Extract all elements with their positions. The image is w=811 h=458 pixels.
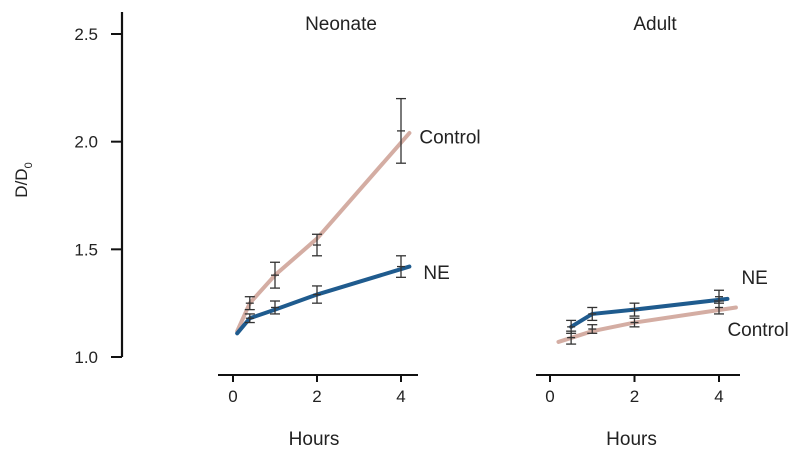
panel-title: Neonate xyxy=(305,14,377,35)
x-tick-label: 2 xyxy=(630,387,639,406)
series-control: Control xyxy=(556,300,789,345)
y-tick-label: 2.5 xyxy=(74,25,98,44)
series-label: NE xyxy=(423,263,449,284)
error-bar xyxy=(587,324,598,334)
x-tick-label: 0 xyxy=(228,387,237,406)
series-label: NE xyxy=(741,268,767,289)
series-label: Control xyxy=(727,320,788,341)
y-axis-label: D/D0 xyxy=(12,162,35,197)
error-bar xyxy=(312,233,322,257)
series-line xyxy=(235,131,412,334)
series-line xyxy=(235,264,412,336)
y-tick-label: 1.0 xyxy=(74,348,98,367)
x-axis-label: Hours xyxy=(289,429,340,450)
series-ne: NE xyxy=(235,255,450,336)
panel-title: Adult xyxy=(633,14,677,35)
panel-adult: Adult 0 2 4 Hours NE Control xyxy=(536,14,789,450)
y-axis-label-subscript: 0 xyxy=(23,162,35,168)
series-line xyxy=(556,305,738,344)
error-bar xyxy=(312,285,322,304)
series-label: Control xyxy=(419,127,480,148)
error-bar xyxy=(270,261,280,289)
error-bar xyxy=(587,306,598,322)
error-bar xyxy=(566,330,577,345)
y-axis: 1.0 1.5 2.0 2.5 xyxy=(74,12,124,367)
panels: Neonate 0 2 4 Hours Control NE Adult 0 2 4 Hours NE C… xyxy=(218,14,789,450)
series-line xyxy=(569,296,730,329)
y-tick-label: 2.0 xyxy=(74,133,98,152)
series-control: Control xyxy=(235,97,481,334)
error-bar xyxy=(270,300,280,315)
error-bar xyxy=(629,317,640,328)
y-axis-label-main: D/D xyxy=(12,168,31,197)
error-bar xyxy=(396,97,406,164)
error-bar xyxy=(714,300,724,315)
panel-neonate: Neonate 0 2 4 Hours Control NE xyxy=(218,14,481,450)
error-bar xyxy=(629,302,640,317)
x-tick-label: 4 xyxy=(396,387,405,406)
x-tick-label: 2 xyxy=(312,387,321,406)
y-tick-label: 1.5 xyxy=(74,240,98,259)
x-axis-label: Hours xyxy=(606,429,657,450)
x-tick-label: 0 xyxy=(545,387,554,406)
error-bar xyxy=(244,296,255,311)
x-tick-label: 4 xyxy=(714,387,723,406)
error-bar xyxy=(244,313,255,324)
error-bar xyxy=(396,255,406,278)
